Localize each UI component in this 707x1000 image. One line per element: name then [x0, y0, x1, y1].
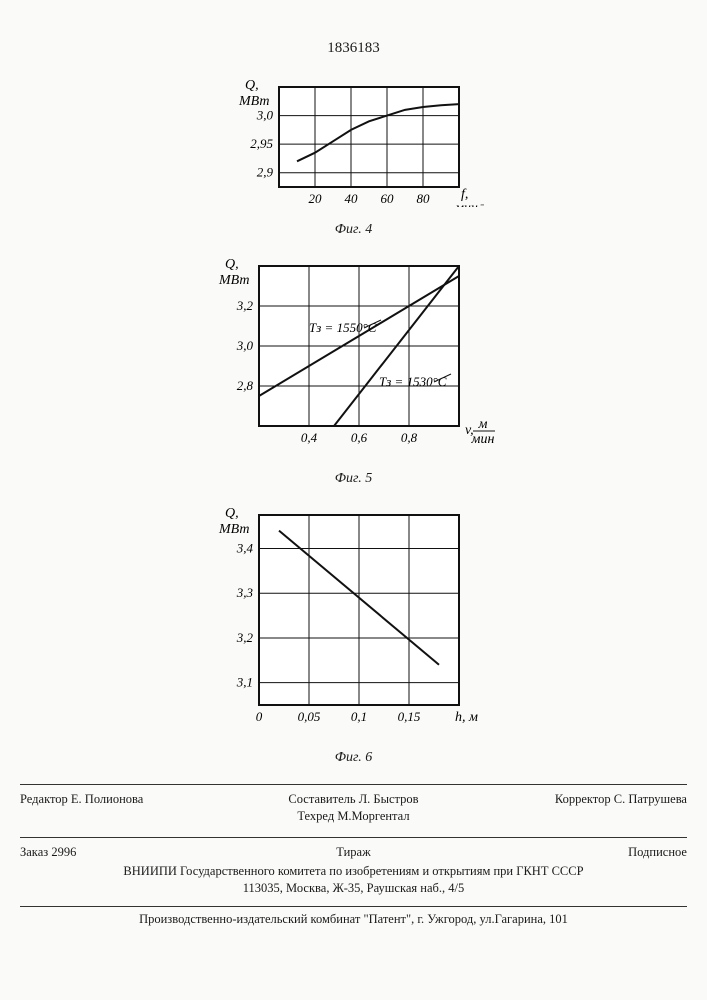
fig6-chart: 3,1 3,2 3,3 3,4 0 0,05 0,1 0,15 Q,МВт h, м — [204, 505, 504, 735]
svg-text:Q,: Q, — [225, 257, 239, 272]
figure-6: 3,1 3,2 3,3 3,4 0 0,05 0,1 0,15 Q,МВт h, м — [20, 505, 687, 735]
svg-text:МВт: МВт — [218, 522, 250, 537]
svg-text:80: 80 — [416, 191, 430, 206]
footer-block: Редактор Е. Полионова Составитель Л. Быс… — [20, 789, 687, 928]
svg-text:2,8: 2,8 — [236, 378, 253, 393]
svg-text:МВт: МВт — [238, 94, 270, 109]
document-number: 1836183 — [20, 40, 687, 57]
svg-text:3,3: 3,3 — [235, 585, 253, 600]
svg-text:60: 60 — [380, 191, 394, 206]
svg-text:Q,: Q, — [225, 506, 239, 521]
fig6-caption: Фиг. 6 — [20, 750, 687, 766]
svg-text:f,: f, — [461, 187, 468, 202]
svg-text:3,2: 3,2 — [235, 298, 253, 313]
svg-text:3,4: 3,4 — [235, 541, 253, 556]
svg-text:Тз = 1550°C: Тз = 1550°C — [309, 320, 377, 335]
svg-text:3,1: 3,1 — [235, 675, 252, 690]
divider — [20, 784, 687, 785]
svg-text:мин⁻¹: мин⁻¹ — [454, 201, 484, 207]
footer-compiler-tech: Составитель Л. Быстров Техред М.Моргента… — [242, 791, 464, 825]
footer-run: Тираж — [242, 844, 464, 861]
footer-editor: Редактор Е. Полионова — [20, 791, 242, 825]
svg-text:0,6: 0,6 — [350, 430, 367, 445]
svg-text:2,9: 2,9 — [256, 165, 273, 180]
svg-text:0: 0 — [255, 709, 262, 724]
svg-text:0,1: 0,1 — [350, 709, 366, 724]
footer-corrector: Корректор С. Патрушева — [465, 791, 687, 825]
svg-text:0,15: 0,15 — [397, 709, 420, 724]
svg-text:h, м: h, м — [455, 710, 478, 725]
fig5-caption: Фиг. 5 — [20, 471, 687, 487]
footer-order: Заказ 2996 — [20, 844, 242, 861]
fig4-caption: Фиг. 4 — [20, 222, 687, 238]
svg-text:МВт: МВт — [218, 273, 250, 288]
svg-text:3,2: 3,2 — [235, 630, 253, 645]
svg-text:0,4: 0,4 — [300, 430, 317, 445]
svg-text:0,05: 0,05 — [297, 709, 320, 724]
fig5-chart: 2,83,03,20,40,60,8Q,МВтv,мминТз = 1550°C… — [204, 256, 504, 456]
svg-text:Тз = 1530°C: Тз = 1530°C — [379, 374, 447, 389]
figure-4: 2,9 2,95 3,0 20 40 60 80 Q,МВт f,мин⁻¹ — [20, 77, 687, 207]
svg-text:мин: мин — [470, 432, 494, 447]
divider — [20, 837, 687, 838]
fig4-chart: 2,9 2,95 3,0 20 40 60 80 Q,МВт f,мин⁻¹ — [224, 77, 484, 207]
svg-text:Q,: Q, — [245, 78, 259, 93]
svg-text:40: 40 — [344, 191, 358, 206]
footer-org2: 113035, Москва, Ж-35, Раушская наб., 4/5 — [20, 880, 687, 897]
footer-subscr: Подписное — [465, 844, 687, 861]
footer-imprint: Производственно-издательский комбинат "П… — [20, 911, 687, 928]
svg-text:20: 20 — [308, 191, 322, 206]
svg-text:2,95: 2,95 — [250, 136, 273, 151]
svg-text:м: м — [477, 417, 487, 432]
svg-text:0,8: 0,8 — [400, 430, 417, 445]
divider — [20, 906, 687, 907]
footer-org1: ВНИИПИ Государственного комитета по изоб… — [20, 863, 687, 880]
svg-text:3,0: 3,0 — [235, 338, 253, 353]
svg-text:3,0: 3,0 — [255, 108, 273, 123]
figure-5: 2,83,03,20,40,60,8Q,МВтv,мминТз = 1550°C… — [20, 256, 687, 456]
